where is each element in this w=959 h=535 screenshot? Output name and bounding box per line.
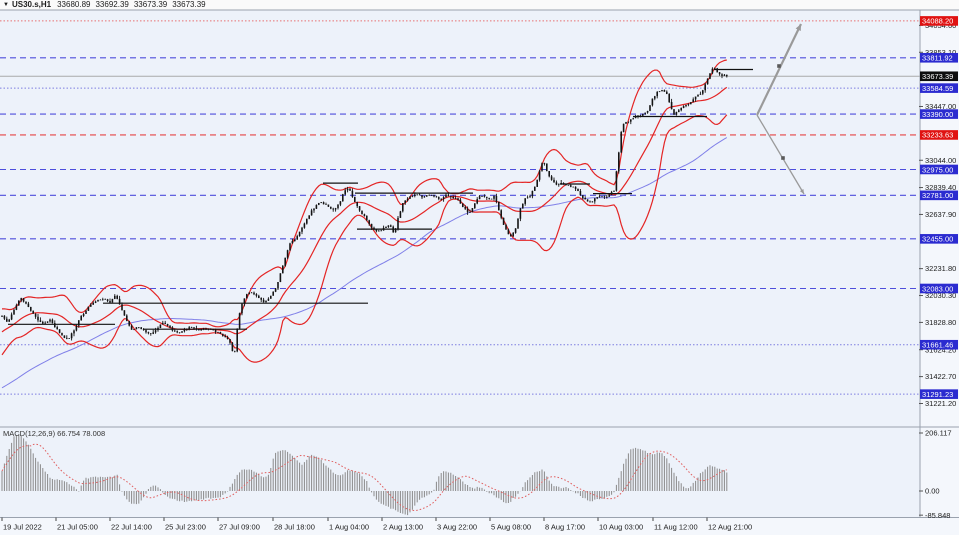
time-axis-background bbox=[0, 517, 959, 535]
level-price-label-box bbox=[920, 339, 958, 350]
time-tick-label: 3 Aug 22:00 bbox=[437, 523, 477, 532]
time-tick-label: 11 Aug 12:00 bbox=[654, 523, 698, 532]
time-tick-label: 8 Aug 17:00 bbox=[545, 523, 585, 532]
time-tick-label: 28 Jul 18:00 bbox=[274, 523, 315, 532]
price-tick-label: 31828.80 bbox=[925, 318, 956, 327]
price-tick-label: 32839.40 bbox=[925, 183, 956, 192]
level-price-label-box bbox=[920, 83, 958, 93]
indicator-lines bbox=[1, 59, 728, 389]
price-tick-label: 33447.00 bbox=[925, 102, 956, 111]
candles-layer bbox=[1, 67, 728, 353]
time-tick-label: 2 Aug 13:00 bbox=[383, 523, 423, 532]
trend-arrow-objects[interactable] bbox=[756, 23, 805, 195]
time-tick-label: 12 Aug 21:00 bbox=[708, 523, 752, 532]
macd-tick-label: 206.117 bbox=[925, 429, 952, 438]
level-price-label-box bbox=[920, 109, 958, 119]
quote-open: 33680.89 bbox=[57, 0, 91, 9]
level-price-label-box bbox=[920, 283, 958, 294]
level-price-label-box bbox=[920, 164, 958, 175]
macd-header-label: MACD(12,26,9) 66.754 78.008 bbox=[3, 429, 105, 438]
quote-high: 33692.39 bbox=[95, 0, 129, 9]
level-price-label-text: 33584.59 bbox=[922, 84, 953, 93]
support-resistance-lines[interactable] bbox=[0, 20, 920, 395]
trend-arrow-head bbox=[795, 24, 801, 31]
drawn-range-segments[interactable] bbox=[8, 68, 753, 330]
level-price-label-box bbox=[920, 190, 958, 201]
level-price-label-text: 31661.46 bbox=[922, 341, 953, 350]
level-price-label-text: 34088.20 bbox=[922, 17, 953, 26]
price-tick-label: 32637.90 bbox=[925, 210, 956, 219]
trend-arrow-head bbox=[799, 189, 804, 194]
price-tick-label: 31221.20 bbox=[925, 399, 956, 408]
time-tick-label: 5 Aug 08:00 bbox=[491, 523, 531, 532]
bollinger-lower-line bbox=[1, 114, 728, 363]
price-tick-label: 32231.80 bbox=[925, 264, 956, 273]
time-tick-label: 19 Jul 2022 bbox=[3, 523, 42, 532]
macd-indicator bbox=[1, 433, 728, 516]
current-price-label-box bbox=[920, 71, 958, 82]
time-tick-label: 22 Jul 14:00 bbox=[111, 523, 152, 532]
price-tick-label: 31624.20 bbox=[925, 345, 956, 354]
time-tick-label: 21 Jul 05:00 bbox=[57, 523, 98, 532]
trend-arrow-line[interactable] bbox=[756, 23, 802, 116]
level-price-label-text: 32975.00 bbox=[922, 165, 953, 174]
level-price-label-text: 32083.00 bbox=[922, 284, 953, 293]
current-price-label-text: 33673.39 bbox=[922, 72, 953, 81]
macd-tick-label: 0.00 bbox=[925, 487, 940, 496]
bollinger-upper-line bbox=[1, 59, 727, 328]
candle-bodies bbox=[1, 68, 728, 352]
symbol-timeframe-label: US30.s,H1 bbox=[11, 0, 52, 9]
level-price-label-text: 32455.00 bbox=[922, 235, 953, 244]
level-price-label-text: 33390.00 bbox=[922, 110, 953, 119]
level-price-label-text: 33811.92 bbox=[922, 54, 953, 63]
quote-close: 33673.39 bbox=[172, 0, 206, 9]
price-axis[interactable]: 34054.6033853.1033447.0033044.0032839.40… bbox=[919, 16, 958, 520]
price-tick-label: 33044.00 bbox=[925, 156, 956, 165]
level-price-label-box bbox=[920, 52, 958, 63]
trendline-handle[interactable] bbox=[781, 156, 785, 160]
slow-ma-line bbox=[1, 137, 728, 389]
quote-low: 33673.39 bbox=[133, 0, 168, 9]
price-tick-label: 31422.70 bbox=[925, 372, 956, 381]
level-price-label-text: 33233.63 bbox=[922, 131, 953, 140]
level-price-label-text: 31291.23 bbox=[922, 390, 953, 399]
level-price-label-box bbox=[920, 234, 958, 244]
trend-arrow-line[interactable] bbox=[756, 114, 805, 195]
main-plot-background bbox=[0, 10, 920, 427]
level-price-label-box bbox=[920, 16, 958, 26]
collapse-triangle-icon[interactable]: ▼ bbox=[3, 2, 9, 8]
level-price-label-text: 32781.00 bbox=[922, 191, 953, 200]
macd-histogram-bars bbox=[1, 433, 728, 516]
level-price-label-box bbox=[920, 389, 958, 399]
macd-tick-label: -85.848 bbox=[925, 511, 950, 520]
macd-plot-background bbox=[0, 427, 920, 518]
price-axis-background bbox=[920, 10, 959, 518]
time-tick-label: 10 Aug 03:00 bbox=[599, 523, 643, 532]
time-axis[interactable]: 19 Jul 2022 21 Jul 05:00 22 Jul 14:00 25 Ju… bbox=[1, 517, 752, 532]
time-tick-label: 27 Jul 09:00 bbox=[219, 523, 260, 532]
price-tick-label: 32030.30 bbox=[925, 291, 956, 300]
price-tick-label: 33853.10 bbox=[925, 48, 956, 57]
time-tick-label: 1 Aug 04:00 bbox=[329, 523, 369, 532]
time-tick-label: 25 Jul 23:00 bbox=[165, 523, 206, 532]
level-price-label-box bbox=[920, 130, 958, 140]
trendline-handle[interactable] bbox=[777, 64, 781, 68]
